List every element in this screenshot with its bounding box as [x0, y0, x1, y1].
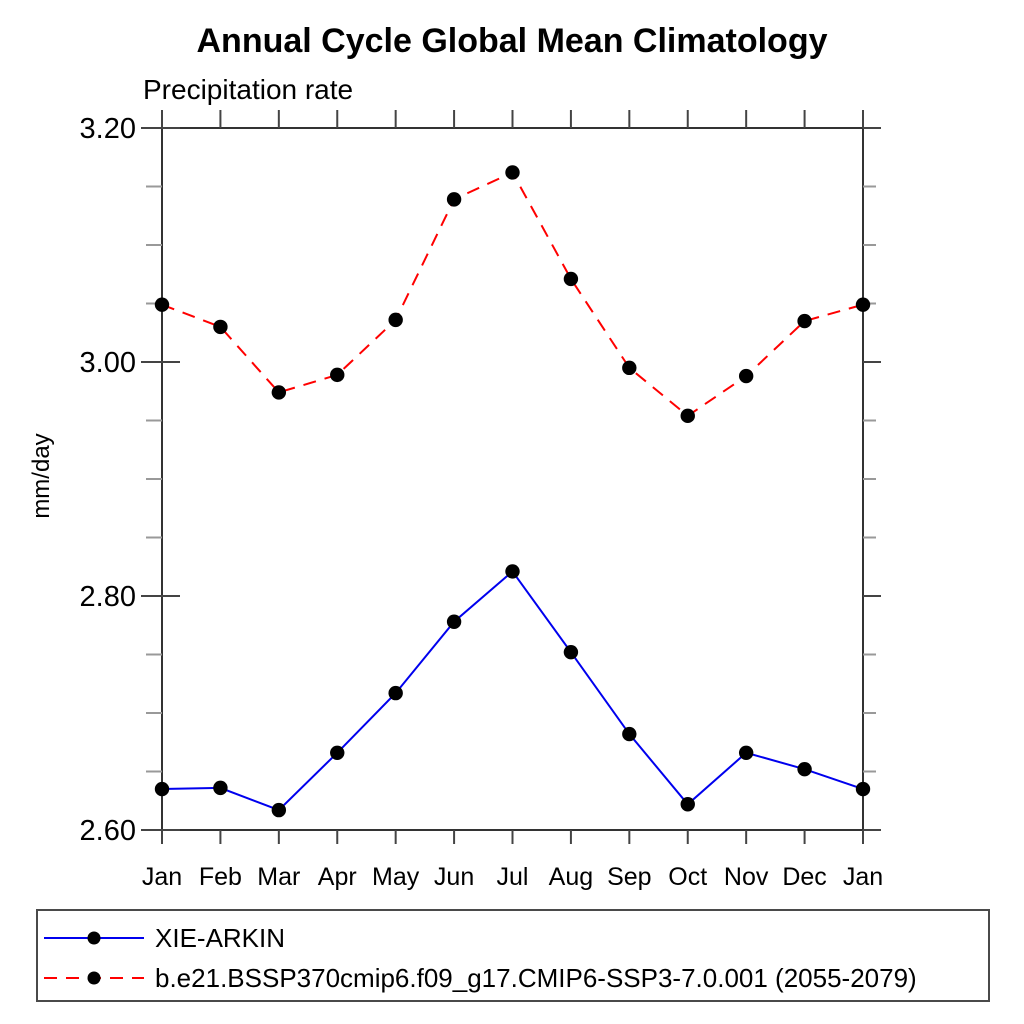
- legend-label: XIE-ARKIN: [155, 922, 286, 953]
- data-point: [797, 313, 812, 329]
- data-point: [855, 297, 871, 312]
- data-point: [154, 781, 170, 797]
- series-line-0: [161, 569, 864, 812]
- data-point: [622, 360, 637, 376]
- legend: XIE-ARKIN b.e21.BSSP370cmip6.f09_g17.CMIP…: [36, 909, 990, 1002]
- data-point: [446, 614, 462, 629]
- data-point: [213, 780, 228, 796]
- data-point: [622, 726, 637, 742]
- x-tick-label: Aug: [549, 863, 593, 891]
- x-tick-label: Jan: [843, 863, 883, 891]
- data-point: [330, 367, 345, 383]
- data-point: [388, 312, 403, 328]
- legend-sample-marker: [87, 971, 101, 985]
- data-point: [388, 685, 403, 701]
- x-tick-label: Sep: [607, 863, 651, 891]
- data-point: [271, 802, 287, 818]
- data-point: [505, 165, 520, 180]
- data-point: [563, 271, 579, 287]
- y-tick-label: 2.60: [80, 815, 136, 847]
- x-tick-label: May: [372, 863, 420, 891]
- x-tick-label: Oct: [668, 863, 707, 891]
- x-tick-label: Jan: [142, 863, 182, 891]
- x-tick-label: Jun: [434, 863, 474, 891]
- data-point: [563, 644, 579, 660]
- data-point: [738, 745, 754, 760]
- legend-item: b.e21.BSSP370cmip6.f09_g17.CMIP6-SSP3-7.…: [38, 958, 988, 998]
- legend-sample-marker: [87, 931, 101, 945]
- data-point: [680, 408, 695, 424]
- y-tick-label: 3.00: [80, 347, 136, 379]
- legend-sample: [44, 971, 144, 985]
- series-line-1: [161, 171, 864, 418]
- x-tick-label: Apr: [318, 863, 357, 891]
- data-point: [797, 761, 812, 777]
- data-point: [271, 385, 287, 400]
- x-tick-label: Mar: [257, 863, 300, 891]
- x-tick-label: Nov: [724, 863, 769, 891]
- data-point: [680, 797, 695, 812]
- data-point: [446, 192, 462, 207]
- data-point: [330, 745, 345, 760]
- y-tick-label: 3.20: [80, 113, 136, 145]
- legend-sample: [44, 931, 144, 945]
- legend-item: XIE-ARKIN: [38, 918, 988, 958]
- chart-subtitle: Precipitation rate: [143, 74, 354, 105]
- y-tick-label: 2.80: [80, 581, 136, 613]
- data-point: [738, 368, 754, 384]
- x-tick-label: Dec: [782, 863, 826, 891]
- x-tick-label: Jul: [497, 863, 529, 891]
- data-point: [154, 297, 170, 312]
- chart-title: Annual Cycle Global Mean Climatology: [196, 22, 828, 60]
- x-tick-label: Feb: [199, 863, 242, 891]
- data-point: [213, 319, 228, 335]
- legend-label: b.e21.BSSP370cmip6.f09_g17.CMIP6-SSP3-7.…: [155, 962, 917, 993]
- data-point: [505, 564, 520, 579]
- data-point: [855, 781, 871, 797]
